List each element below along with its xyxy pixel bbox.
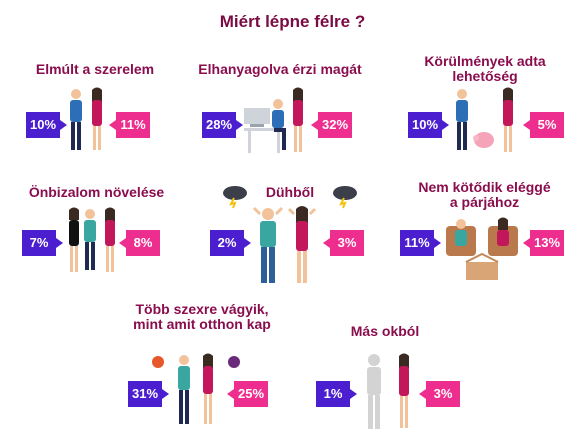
- men-percent-neglected: 28%: [202, 112, 243, 138]
- category-label-opportunity: Körülmények adta lehetőség: [400, 54, 570, 84]
- category-label-opportunity-line-1: Körülmények adta: [424, 53, 546, 69]
- couple-illustration-more-sex: [152, 353, 240, 424]
- women-percent-neglected: 32%: [311, 112, 352, 138]
- couple-illustration-opportunity: [456, 87, 513, 152]
- category-label-not-attached: Nem kötődik eléggé a párjához: [392, 180, 577, 210]
- category-label-more-sex-line-2: mint amit otthon kap: [133, 316, 271, 332]
- men-percent-love-ended: 10%: [26, 112, 67, 138]
- category-label-self-esteem: Önbizalom növelése: [28, 184, 165, 200]
- women-percent-anger: 3%: [323, 230, 364, 256]
- men-percent-more-sex: 31%: [128, 381, 169, 407]
- men-percent-anger: 2%: [210, 230, 251, 256]
- women-percent-opportunity: 5%: [523, 112, 564, 138]
- men-percent-self-esteem: 7%: [22, 230, 63, 256]
- women-percent-love-ended: 11%: [109, 112, 150, 138]
- women-percent-more-sex: 25%: [227, 381, 268, 407]
- category-label-anger: Dühből: [265, 184, 315, 200]
- women-percent-not-attached: 13%: [523, 230, 564, 256]
- men-percent-other-reasons: 1%: [316, 381, 357, 407]
- category-label-other-reasons: Más okból: [350, 323, 420, 339]
- category-label-not-attached-line-1: Nem kötődik eléggé: [418, 179, 551, 195]
- couple-illustration-self-esteem: [69, 207, 115, 272]
- women-percent-other-reasons: 3%: [419, 381, 460, 407]
- couple-illustration-love-ended: [70, 87, 102, 150]
- women-percent-self-esteem: 8%: [119, 230, 160, 256]
- page-title: Miért lépne félre ?: [219, 12, 366, 31]
- category-label-more-sex: Több szexre vágyik, mint amit otthon kap: [112, 302, 292, 332]
- category-label-not-attached-line-2: a párjához: [449, 194, 520, 210]
- couple-illustration-other-reasons: [367, 353, 409, 429]
- couple-illustration-not-attached: [446, 217, 518, 280]
- men-percent-opportunity: 10%: [408, 112, 449, 138]
- couple-illustration-neglected: [244, 87, 303, 153]
- category-label-more-sex-line-1: Több szexre vágyik,: [135, 301, 269, 317]
- men-percent-not-attached: 11%: [400, 230, 441, 256]
- couple-illustration-anger: [252, 206, 317, 283]
- category-label-neglected: Elhanyagolva érzi magát: [198, 61, 362, 77]
- category-label-opportunity-line-2: lehetőség: [452, 68, 518, 84]
- storm-cloud-icon: [223, 186, 247, 209]
- category-label-love-ended: Elmúlt a szerelem: [35, 61, 155, 77]
- storm-cloud-icon: [333, 186, 357, 209]
